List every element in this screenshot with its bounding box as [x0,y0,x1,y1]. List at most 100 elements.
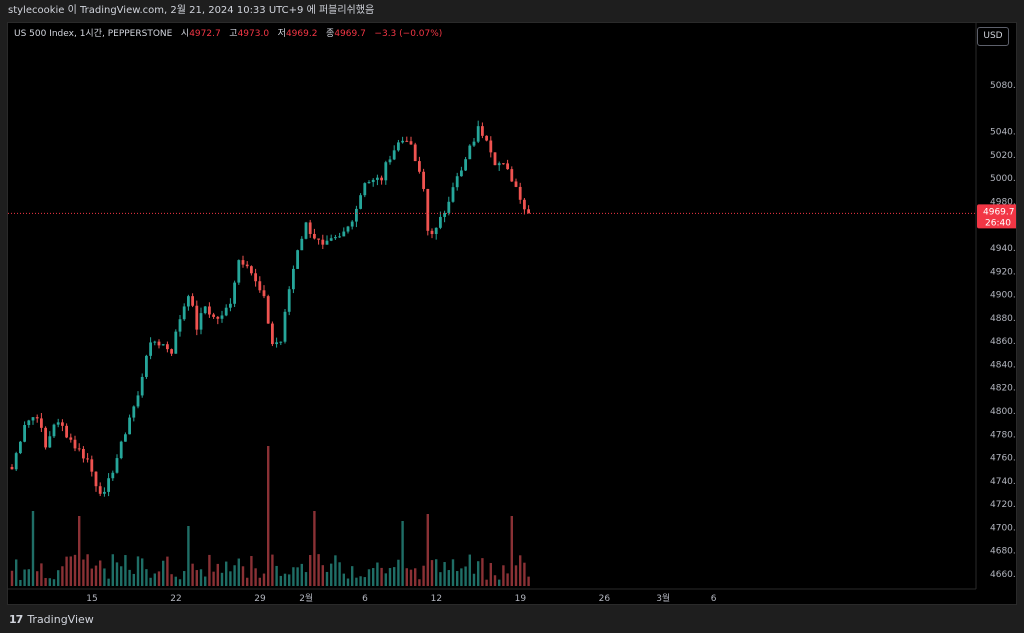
candle-body [502,163,505,165]
chart-frame[interactable]: 4660.0 4680.0 4700.0 4720.0 4740.0 4760.0 4780… [7,22,1017,605]
volume-bar [145,569,148,586]
volume-bar [65,556,68,586]
candle-body [493,152,497,166]
candle-body [359,195,362,209]
candle-body [90,459,94,472]
price-tick-label: 4800.0 [990,407,1016,417]
candle-body [220,315,224,319]
candle-body [384,162,388,181]
price-tick-label: 4760.0 [990,454,1016,464]
candle-body [245,264,249,267]
candle-body [510,169,514,182]
volume-bar [409,569,413,586]
volume-bar [527,576,530,586]
volume-bar [451,559,455,586]
candle-body [367,182,371,184]
volume-bar [128,569,131,586]
candle-body [82,448,85,459]
open-value: 4972.7 [189,29,221,39]
candle-body [308,222,312,234]
volume-bar [300,563,303,586]
candle-body [325,240,329,245]
volume-bar [275,565,278,586]
volume-bar [103,568,106,586]
candle-body [65,425,68,438]
candle-body [401,140,404,143]
candle-body [464,159,467,171]
currency-button[interactable]: USD [977,27,1009,46]
candle-body [422,171,425,189]
volume-bar [107,578,110,586]
candle-body [212,314,215,317]
candle-body [124,434,127,442]
volume-bar [330,563,333,586]
candle-body [262,290,266,297]
volume-bar [220,572,224,586]
candle-body [380,177,383,181]
time-tick-label: 3월 [656,592,670,604]
candle-body [199,313,203,330]
candle-body [237,260,241,283]
time-tick-label: 29 [254,594,266,604]
candle-body [287,289,291,312]
volume-bar [212,571,215,586]
volume-bar [262,573,266,586]
volume-bar [246,577,249,586]
candle-body [371,179,375,183]
volume-bar [523,562,526,586]
candle-body [460,170,463,177]
time-tick-label: 22 [170,594,181,604]
volume-bar [183,571,186,586]
volume-bar [229,571,232,586]
candle-body [279,341,283,343]
candle-body [468,145,472,160]
volume-bar [136,556,140,586]
volume-bar [237,558,240,586]
publish-line: stylecookie 이 TradingView.com, 2월 21, 20… [8,5,375,16]
price-tick-label: 4880.0 [990,314,1016,324]
volume-bar [418,579,421,586]
candle-body [107,478,110,492]
candle-body [527,209,530,214]
volume-bar [250,556,253,586]
candle-body [443,212,446,217]
footer: 17 TradingView [0,605,1024,633]
candle-body [514,181,518,187]
candle-body [258,281,262,291]
tradingview-logo[interactable]: 17 TradingView [9,613,94,626]
volume-bar [393,567,396,586]
volume-bar [493,575,497,586]
time-tick-label: 6 [362,594,368,604]
candle-body [195,305,199,330]
volume-bar [510,516,513,586]
time-tick-label: 12 [431,594,442,604]
candle-body [338,236,341,238]
volume-bar [149,577,152,586]
candle-body [418,161,421,172]
brand-name: TradingView [27,613,94,626]
price-tick-label: 4660.0 [990,570,1016,580]
price-tick-label: 4740.0 [990,477,1016,487]
volume-bar [27,569,30,586]
volume-bar [313,511,316,586]
volume-bar [31,511,35,586]
candle-body [292,268,295,290]
candle-body [136,395,140,407]
volume-bar [44,577,47,586]
price-chart[interactable]: 4660.0 4680.0 4700.0 4720.0 4740.0 4760.0 4780… [8,23,1016,604]
candle-body [174,331,178,354]
volume-bar [187,526,190,586]
candle-body [355,208,358,222]
volume-bar [380,567,383,586]
volume-bar [443,562,446,586]
volume-bar [153,573,156,586]
candle-body [111,472,115,479]
volume-bar [283,573,287,586]
volume-bar [477,561,480,586]
price-axis[interactable]: 4660.0 4680.0 4700.0 4720.0 4740.0 4760.0 4780… [975,23,1016,589]
candle-body [497,163,501,166]
candle-body [35,417,39,419]
time-axis[interactable]: 15 22 29 2월 6 12 19 26 3월 6 [8,588,976,604]
candle-body [103,491,106,494]
candle-body [182,306,186,320]
